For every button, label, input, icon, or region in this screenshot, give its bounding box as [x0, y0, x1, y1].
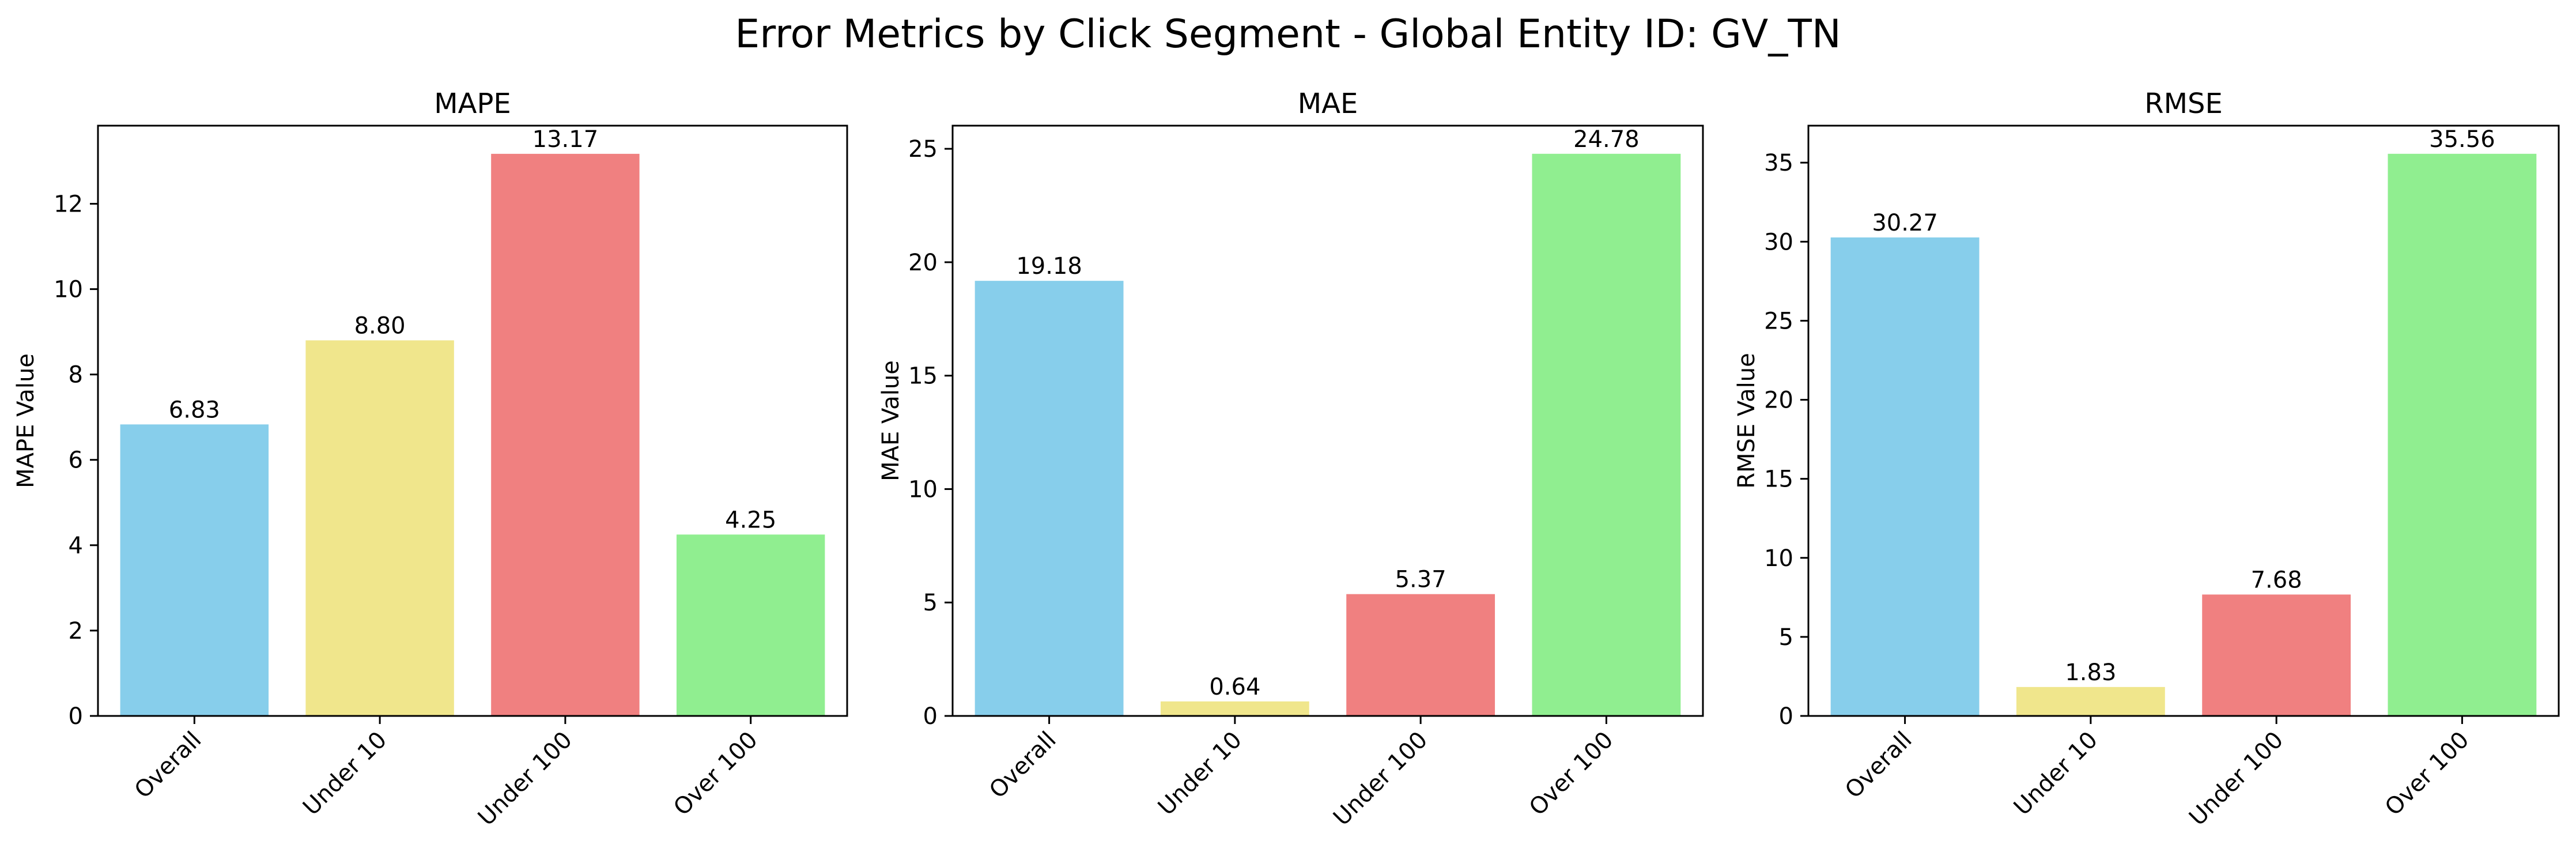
panel-mape-title: MAPE: [434, 88, 511, 120]
panel-mae-x-tick-label: Overall: [984, 727, 1062, 804]
panel-mae-data-label: 0.64: [1209, 674, 1260, 700]
panel-mape-y-tick-label: 12: [54, 191, 83, 217]
panel-mape-bar-over-100: [676, 534, 825, 716]
panel-mape-y-tick-label: 8: [69, 362, 83, 389]
panel-rmse-data-label: 7.68: [2251, 567, 2302, 593]
panel-mape-x-tick-label: Over 100: [668, 727, 763, 821]
panel-mape-y-tick-label: 2: [69, 618, 83, 644]
panel-rmse-data-label: 35.56: [2429, 126, 2495, 153]
panel-mae-y-tick-label: 20: [908, 250, 938, 276]
panel-mae-x-tick-label: Under 100: [1328, 727, 1433, 831]
panel-rmse-y-axis-label: RMSE Value: [1733, 353, 1760, 489]
panel-mae-bar-over-100: [1532, 153, 1681, 716]
panel-mape-y-axis-label: MAPE Value: [13, 353, 39, 488]
panel-mae-x-tick-label: Over 100: [1524, 727, 1619, 821]
panel-mae-y-tick-label: 15: [908, 363, 938, 390]
panel-mae-title: MAE: [1298, 88, 1358, 120]
panel-rmse-data-label: 30.27: [1872, 210, 1938, 236]
panel-mae-y-axis-label: MAE Value: [878, 360, 904, 481]
panel-rmse-y-tick-label: 30: [1764, 229, 1793, 255]
panel-rmse-x-tick-label: Overall: [1840, 727, 1917, 804]
panel-mae-data-label: 5.37: [1395, 567, 1446, 593]
panel-rmse-x-tick-label: Under 10: [2009, 727, 2103, 821]
panel-rmse-y-tick-label: 25: [1764, 308, 1793, 334]
panel-rmse-bar-over-100: [2388, 153, 2537, 716]
panel-mape-data-label: 6.83: [169, 397, 220, 423]
panel-mape: MAPE 6.83 Overall 8.80 Under 10 13.17 Under 10…: [13, 88, 848, 831]
panel-rmse-y-tick-label: 10: [1764, 545, 1793, 572]
panel-mape-data-label: 8.80: [354, 312, 406, 339]
panel-rmse-bar-overall: [1830, 237, 1980, 716]
panel-mape-y-tick-label: 6: [69, 447, 83, 474]
panel-rmse-title: RMSE: [2144, 88, 2223, 120]
panel-rmse-y-tick-label: 35: [1764, 150, 1793, 176]
panel-mape-x-tick-label: Overall: [130, 727, 207, 804]
panel-mae-plot-frame: [951, 125, 1704, 717]
panel-mape-y-tick-label: 10: [54, 277, 83, 303]
panel-mape-x-tick-label: Under 10: [298, 727, 392, 821]
panel-rmse-plot-frame: [1807, 125, 2560, 717]
panel-mae-x-tick-label: Under 10: [1153, 727, 1247, 821]
panel-mae-y-tick-label: 0: [923, 703, 938, 730]
panel-mae-y-tick-label: 25: [908, 136, 938, 163]
panel-mae-bar-under-10: [1160, 701, 1309, 716]
panel-rmse-bar-under-10: [2016, 687, 2165, 716]
panel-mae-y-tick-label: 10: [908, 476, 938, 503]
panel-mape-bar-under-10: [305, 340, 454, 716]
panel-rmse-data-label: 1.83: [2065, 659, 2116, 686]
panel-mape-x-tick-label: Under 100: [473, 727, 577, 831]
panel-rmse: RMSE 30.27 Overall 1.83 Under 10 7.68 Under 10…: [1733, 88, 2560, 831]
panel-rmse-y-tick-label: 15: [1764, 466, 1793, 493]
panel-rmse-y-tick-label: 0: [1779, 703, 1793, 730]
panel-rmse-bar-under-100: [2202, 594, 2351, 716]
panel-mape-y-tick-label: 0: [69, 703, 83, 730]
panel-mape-bar-overall: [120, 424, 269, 716]
panel-mape-data-label: 13.17: [532, 126, 599, 153]
panel-rmse-x-tick-label: Under 100: [2184, 727, 2288, 831]
figure-title: Error Metrics by Click Segment - Global …: [735, 12, 1841, 57]
panel-mape-plot-frame: [97, 125, 848, 717]
panel-rmse-y-tick-label: 20: [1764, 387, 1793, 414]
panel-rmse-y-tick-label: 5: [1779, 624, 1793, 651]
panel-rmse-x-tick-label: Over 100: [2380, 727, 2475, 821]
panel-mae-bar-under-100: [1346, 594, 1495, 716]
panel-mae-data-label: 19.18: [1016, 253, 1082, 280]
panel-mape-y-tick-label: 4: [69, 533, 83, 559]
panel-mape-bar-under-100: [491, 153, 640, 716]
chart-panels: MAPE 6.83 Overall 8.80 Under 10 13.17 Under 10…: [13, 88, 2560, 831]
panel-mae-bar-overall: [975, 281, 1124, 716]
panel-mae: MAE 19.18 Overall 0.64 Under 10 5.37 Under 100…: [878, 88, 1704, 831]
panel-mae-y-tick-label: 5: [923, 590, 938, 616]
panel-mape-data-label: 4.25: [725, 507, 776, 533]
panel-mae-data-label: 24.78: [1573, 126, 1640, 153]
